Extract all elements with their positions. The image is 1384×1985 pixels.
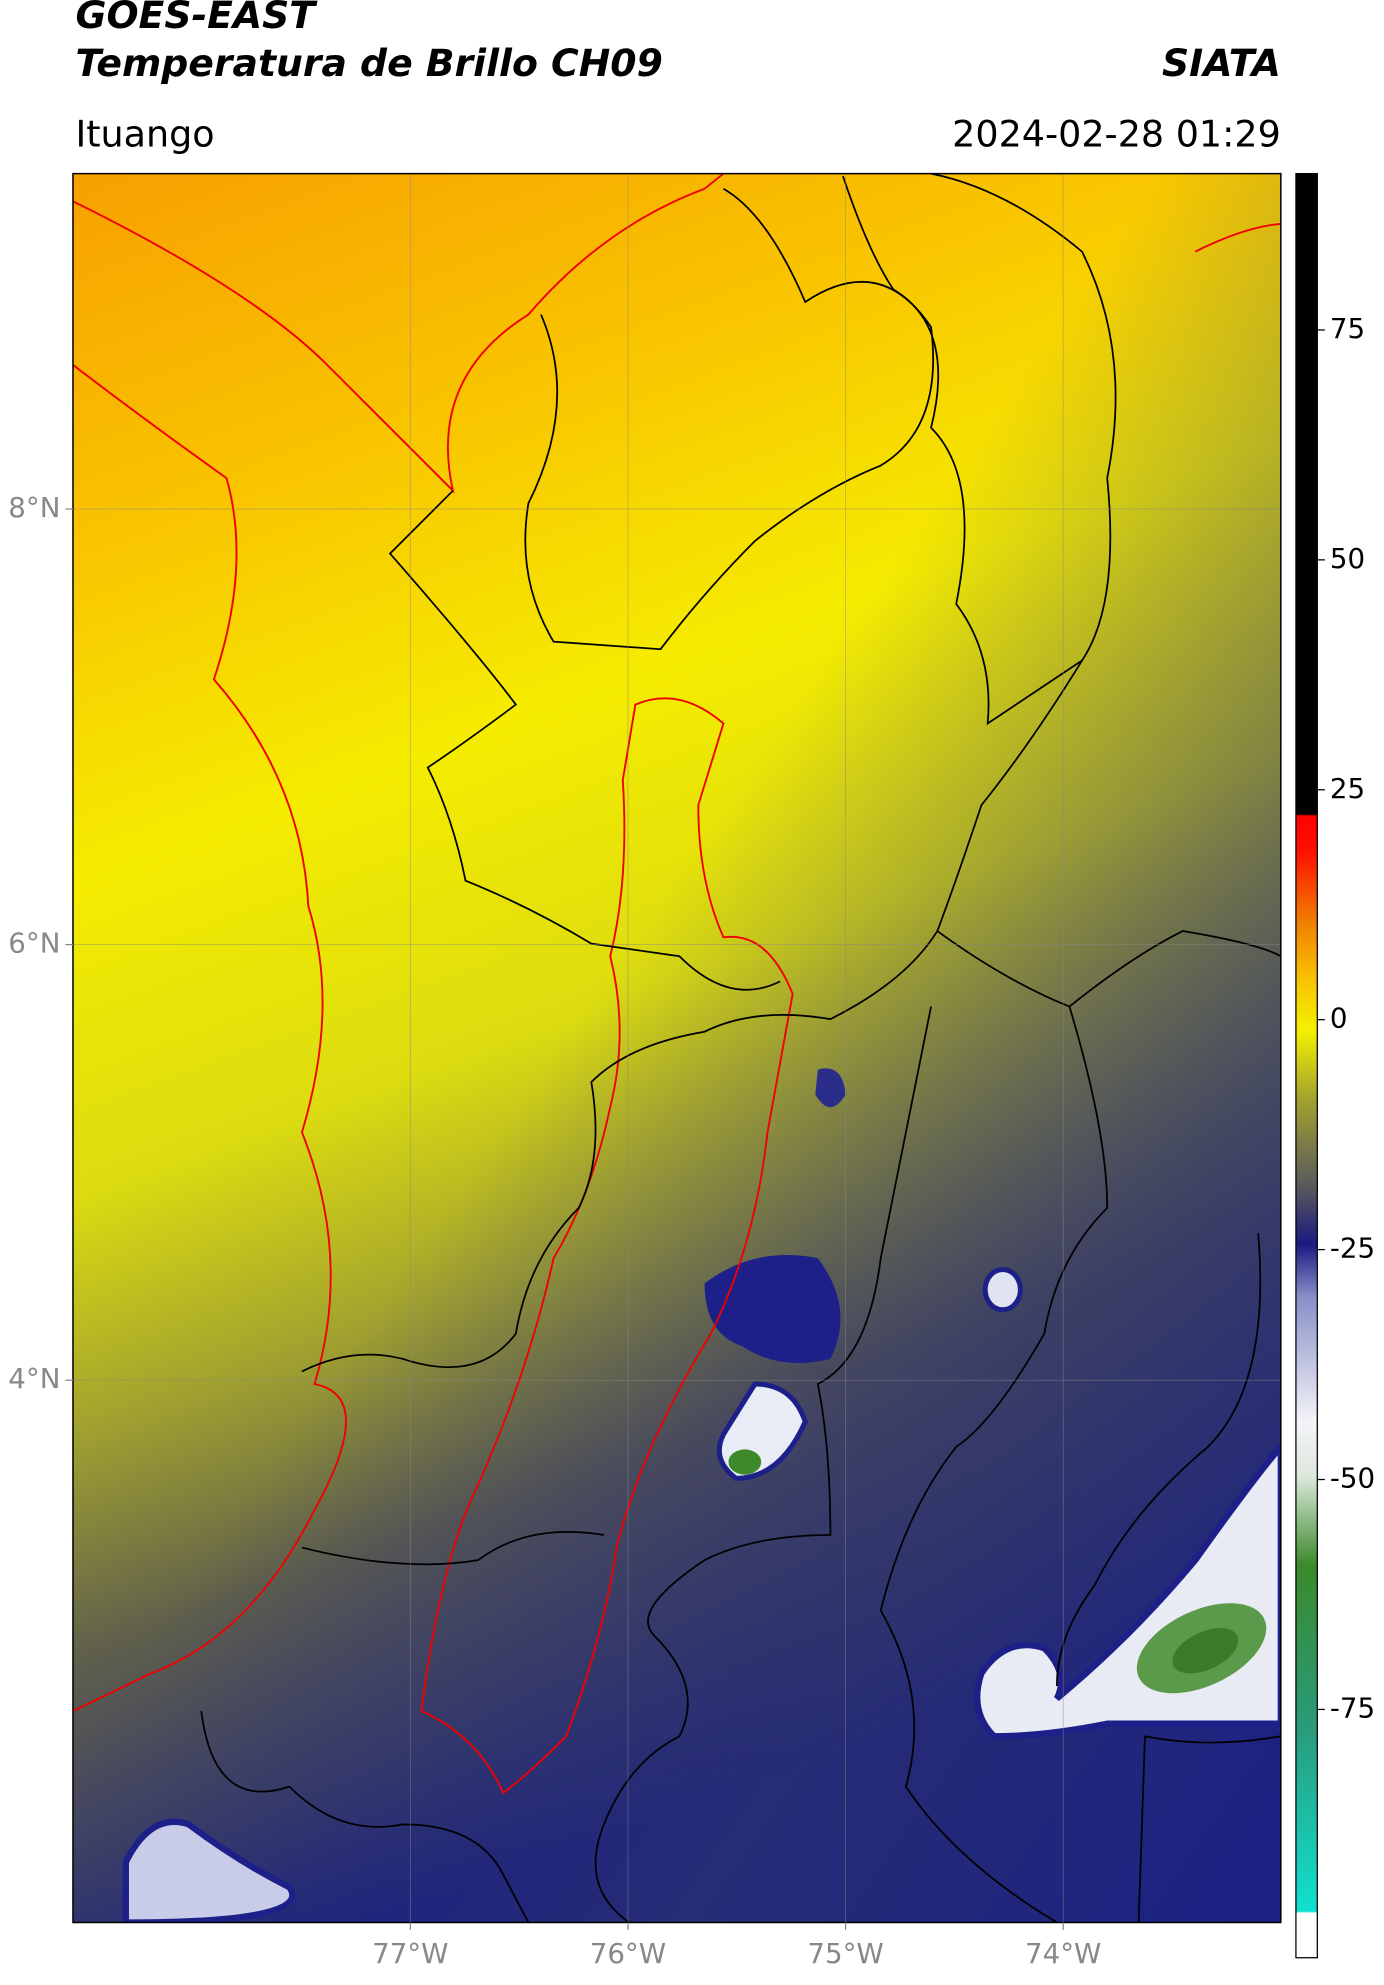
- x-tick-label: 74°W: [1025, 1937, 1101, 1970]
- y-tick-label: 8°N: [8, 491, 60, 524]
- map-frame: [72, 172, 1282, 1924]
- location: Ituango: [75, 112, 214, 155]
- y-tick-label: 6°N: [8, 927, 60, 960]
- colorbar-tick-label: -25: [1330, 1232, 1375, 1265]
- subtitle: Temperatura de Brillo CH09: [75, 41, 662, 85]
- datetime: 2024-02-28 01:29: [952, 112, 1281, 155]
- source: SIATA: [1162, 41, 1281, 85]
- satellite-image: [72, 173, 1281, 1923]
- colorbar-tick-label: 50: [1330, 542, 1365, 575]
- colorbar-tick-label: -50: [1330, 1462, 1375, 1495]
- colorbar: [1295, 172, 1318, 1959]
- colorbar-tick-label: 0: [1330, 1002, 1348, 1035]
- graticule: [72, 173, 1281, 1923]
- x-tick-label: 77°W: [372, 1937, 448, 1970]
- title: GOES-EAST: [75, 0, 318, 37]
- y-tick-label: 4°N: [8, 1362, 60, 1395]
- x-tick-label: 75°W: [807, 1937, 883, 1970]
- colorbar-tick-label: 75: [1330, 312, 1365, 345]
- colorbar-tick-label: -75: [1330, 1691, 1375, 1724]
- colorbar-tick-label: 25: [1330, 772, 1365, 805]
- x-tick-label: 76°W: [590, 1937, 666, 1970]
